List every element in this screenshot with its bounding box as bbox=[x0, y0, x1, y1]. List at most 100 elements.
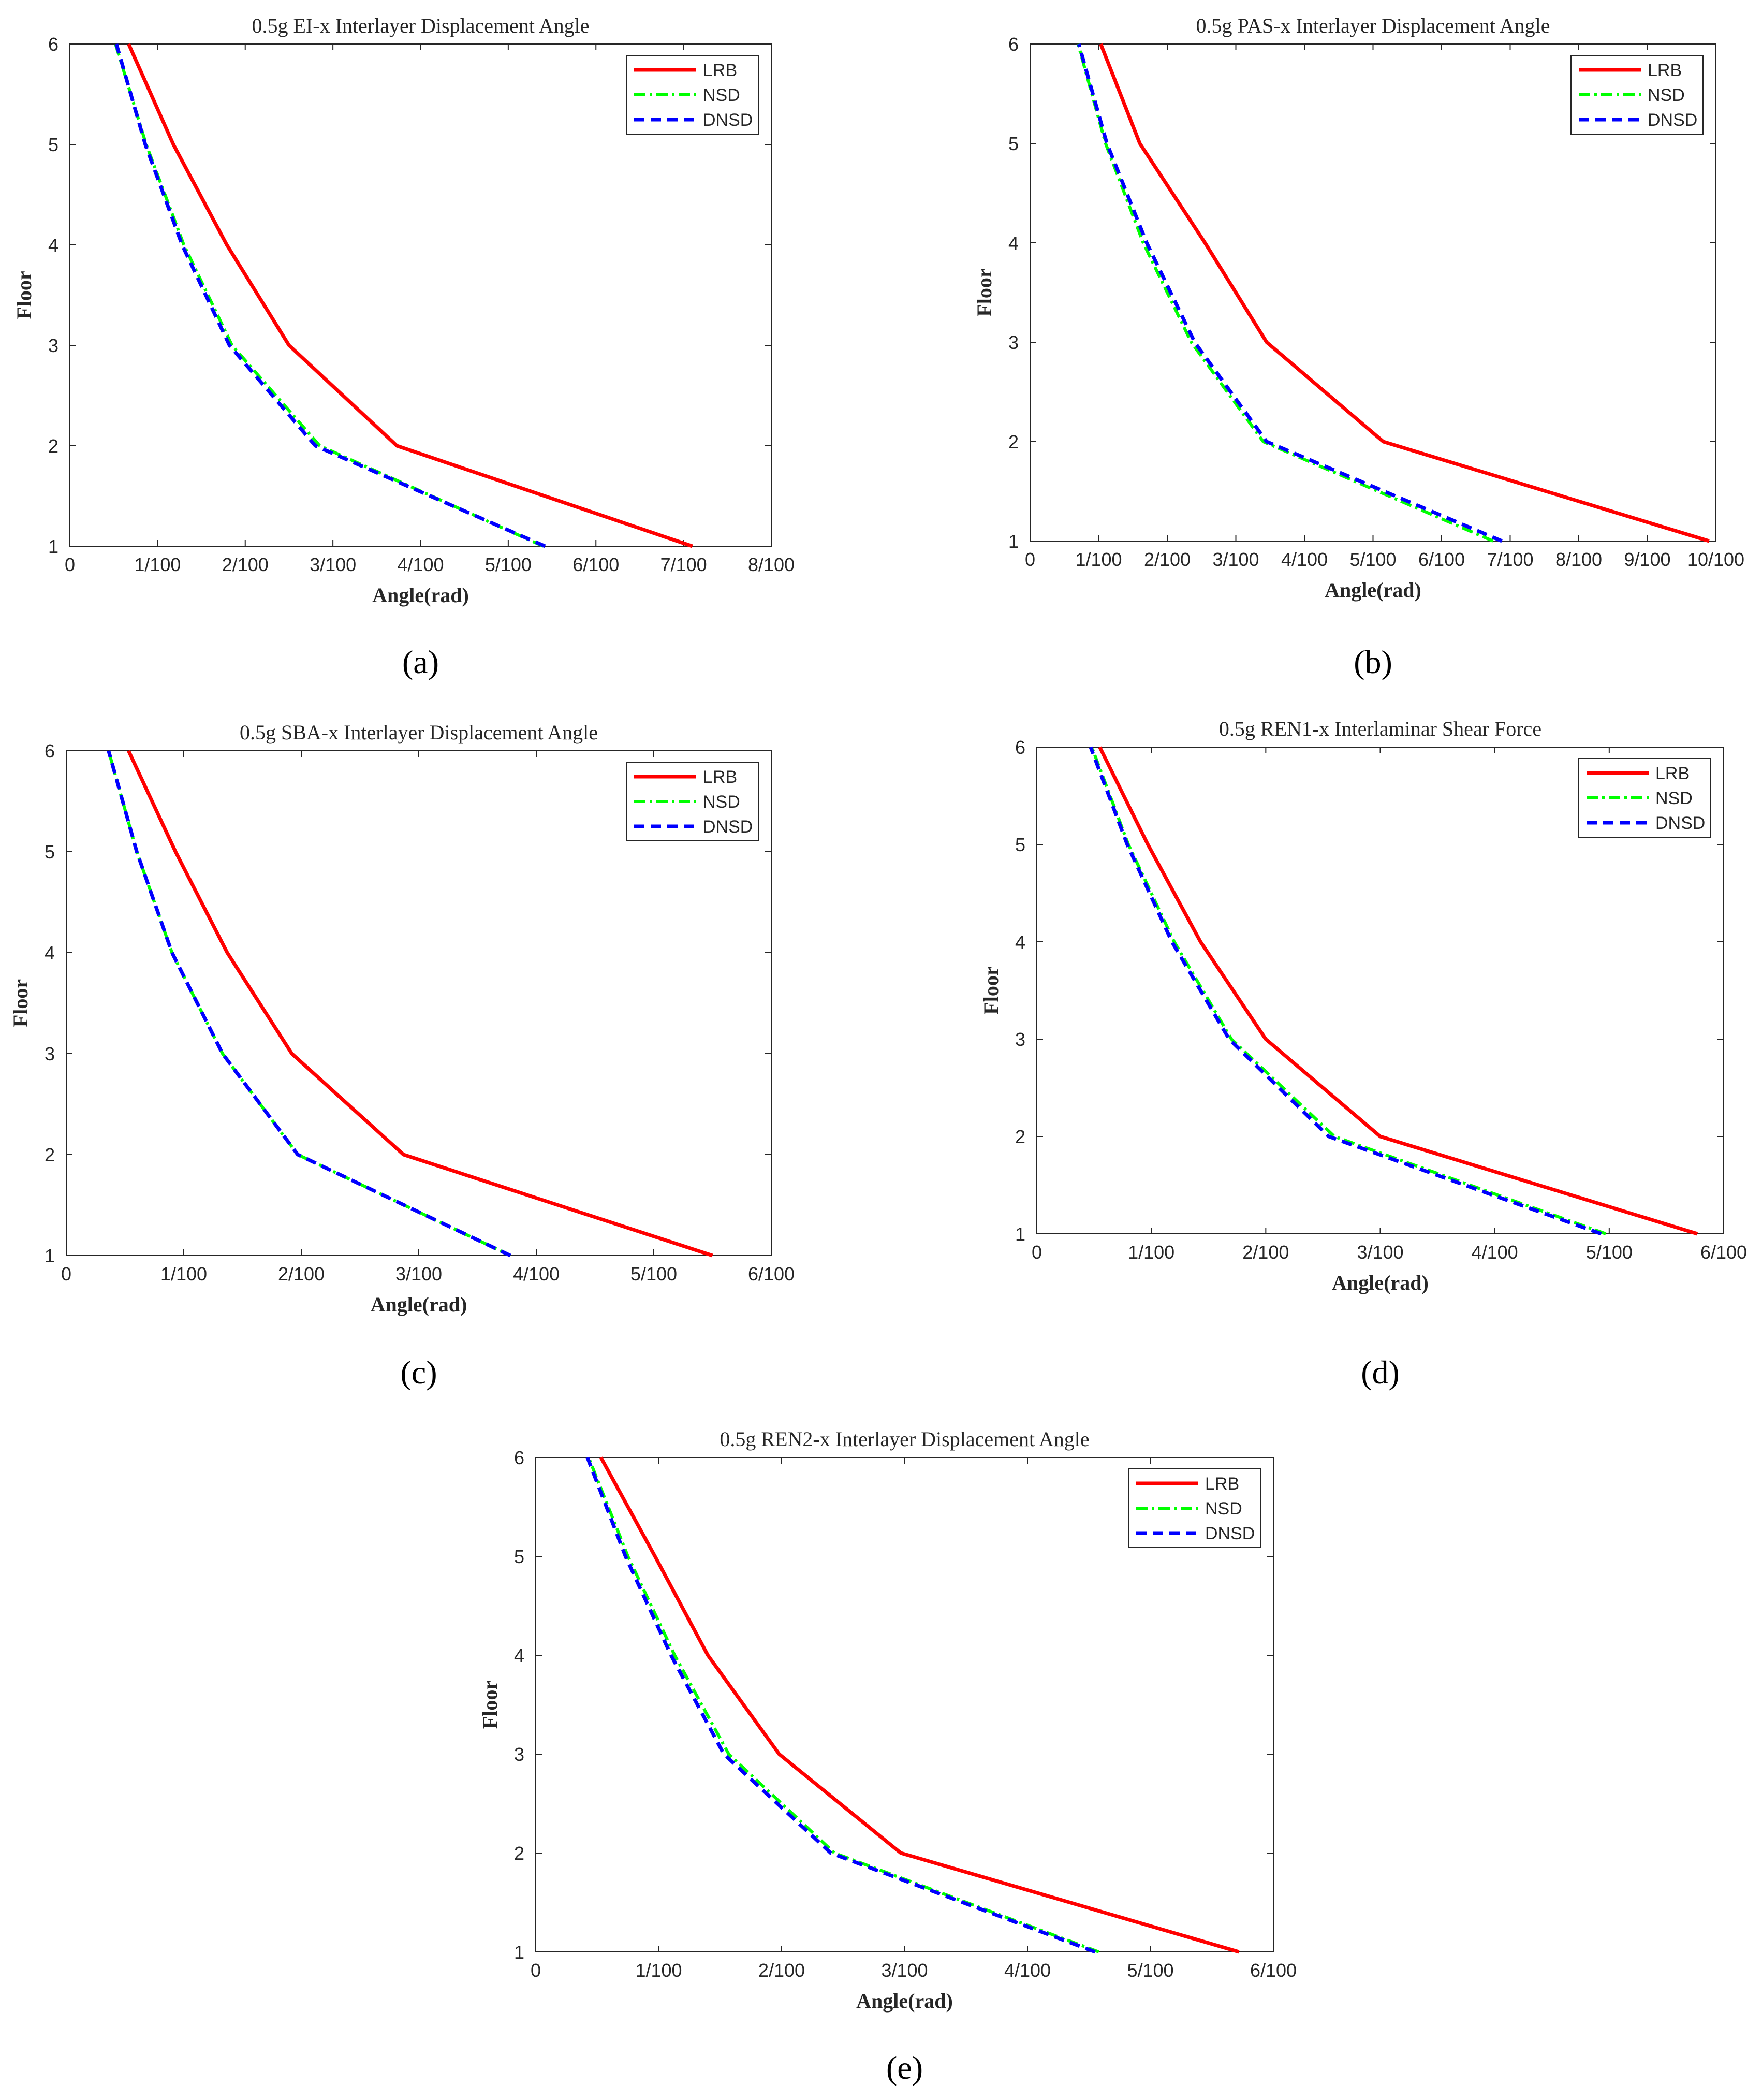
y-axis-label: Floor bbox=[973, 268, 996, 316]
legend-label-dnsd: DNSD bbox=[703, 817, 753, 837]
legend-label-lrb: LRB bbox=[1655, 764, 1690, 783]
y-tick-label: 5 bbox=[48, 134, 58, 155]
series-line-lrb bbox=[1099, 43, 1710, 543]
x-tick-label: 1/100 bbox=[160, 1263, 207, 1285]
chart-title: 0.5g PAS-x Interlayer Displacement Angle bbox=[1196, 14, 1550, 37]
series-line-dnsd bbox=[1089, 746, 1602, 1236]
x-tick-label: 2/100 bbox=[278, 1263, 325, 1285]
legend: LRB NSD DNSD bbox=[626, 55, 759, 135]
panel-caption: (a) bbox=[402, 644, 439, 680]
y-tick-label: 5 bbox=[514, 1546, 524, 1567]
x-tick-label: 3/100 bbox=[1212, 549, 1259, 570]
y-tick-label: 3 bbox=[1015, 1029, 1025, 1050]
legend-label-dnsd: DNSD bbox=[703, 110, 753, 130]
x-tick-label: 1/100 bbox=[1075, 549, 1122, 570]
y-axis-label: Floor bbox=[12, 271, 36, 319]
legend-label-dnsd: DNSD bbox=[1655, 813, 1705, 833]
y-tick-label: 4 bbox=[1015, 931, 1025, 953]
x-tick-label: 6/100 bbox=[1418, 549, 1465, 570]
x-tick-label: 1/100 bbox=[635, 1960, 682, 1981]
x-tick-label: 1/100 bbox=[134, 554, 181, 575]
legend: LRB NSD DNSD bbox=[1128, 1468, 1261, 1548]
x-tick-label: 6/100 bbox=[748, 1263, 795, 1285]
x-tick-label: 5/100 bbox=[485, 554, 532, 575]
y-tick-label: 5 bbox=[1015, 834, 1025, 855]
x-tick-label: 1/100 bbox=[1128, 1242, 1174, 1263]
y-tick-label: 6 bbox=[1008, 34, 1019, 55]
x-tick-label: 7/100 bbox=[660, 554, 707, 575]
legend-label-lrb: LRB bbox=[1648, 61, 1682, 80]
chart-title: 0.5g SBA-x Interlayer Displacement Angle bbox=[240, 721, 598, 744]
legend-label-lrb: LRB bbox=[703, 767, 737, 787]
x-tick-label: 0 bbox=[1025, 549, 1035, 570]
y-tick-label: 1 bbox=[48, 536, 58, 557]
y-tick-label: 3 bbox=[48, 335, 58, 356]
panel-caption: (d) bbox=[1361, 1354, 1400, 1391]
y-tick-label: 4 bbox=[45, 942, 55, 964]
x-tick-label: 3/100 bbox=[395, 1263, 442, 1285]
y-tick-label: 1 bbox=[45, 1245, 55, 1266]
x-tick-label: 2/100 bbox=[1144, 549, 1191, 570]
x-tick-label: 4/100 bbox=[1281, 549, 1328, 570]
x-tick-label: 2/100 bbox=[758, 1960, 805, 1981]
series-line-lrb bbox=[127, 43, 693, 548]
chart-panel-2: 0.5g PAS-x Interlayer Displacement Angle… bbox=[973, 14, 1744, 680]
y-tick-label: 3 bbox=[45, 1043, 55, 1064]
x-tick-label: 5/100 bbox=[1127, 1960, 1173, 1981]
legend-label-nsd: NSD bbox=[1648, 85, 1685, 105]
x-tick-label: 6/100 bbox=[1700, 1242, 1747, 1263]
series-line-dnsd bbox=[114, 43, 546, 548]
x-tick-label: 3/100 bbox=[881, 1960, 928, 1981]
x-tick-label: 4/100 bbox=[1472, 1242, 1518, 1263]
legend-label-nsd: NSD bbox=[1655, 789, 1693, 808]
x-tick-label: 4/100 bbox=[397, 554, 444, 575]
y-tick-label: 1 bbox=[514, 1942, 524, 1963]
y-tick-label: 2 bbox=[1008, 431, 1019, 453]
x-tick-label: 4/100 bbox=[513, 1263, 560, 1285]
series-line-lrb bbox=[1098, 746, 1698, 1236]
x-tick-label: 5/100 bbox=[1586, 1242, 1633, 1263]
x-tick-label: 0 bbox=[61, 1263, 71, 1285]
legend-label-lrb: LRB bbox=[1205, 1474, 1239, 1494]
panel-caption: (b) bbox=[1354, 644, 1392, 680]
chart-panel-1: 0.5g EI-x Interlayer Displacement Angle 0… bbox=[12, 14, 795, 680]
legend: LRB NSD DNSD bbox=[1570, 55, 1704, 135]
legend: LRB NSD DNSD bbox=[626, 762, 759, 841]
series-line-nsd bbox=[587, 1456, 1099, 1953]
legend-label-nsd: NSD bbox=[703, 85, 740, 105]
x-tick-label: 7/100 bbox=[1487, 549, 1533, 570]
series-line-dnsd bbox=[107, 750, 511, 1258]
x-tick-label: 0 bbox=[531, 1960, 541, 1981]
chart-panel-4: 0.5g REN1-x Interlaminar Shear Force 0 1/1… bbox=[979, 717, 1747, 1391]
panel-caption: (c) bbox=[400, 1354, 437, 1391]
x-axis-label: Angle(rad) bbox=[1332, 1271, 1429, 1294]
y-tick-label: 3 bbox=[1008, 332, 1019, 353]
y-tick-label: 6 bbox=[48, 34, 58, 55]
x-tick-label: 3/100 bbox=[1357, 1242, 1403, 1263]
y-tick-label: 1 bbox=[1008, 531, 1019, 552]
y-tick-label: 6 bbox=[1015, 737, 1025, 758]
y-tick-label: 5 bbox=[45, 841, 55, 863]
y-tick-label: 3 bbox=[514, 1744, 524, 1765]
legend-label-nsd: NSD bbox=[703, 792, 740, 812]
chart-title: 0.5g REN1-x Interlaminar Shear Force bbox=[1219, 717, 1541, 740]
legend-label-lrb: LRB bbox=[703, 61, 737, 80]
legend: LRB NSD DNSD bbox=[1578, 758, 1711, 838]
x-tick-label: 3/100 bbox=[310, 554, 356, 575]
y-tick-label: 5 bbox=[1008, 133, 1019, 154]
y-tick-label: 6 bbox=[45, 740, 55, 762]
y-tick-label: 2 bbox=[1015, 1126, 1025, 1147]
x-tick-label: 8/100 bbox=[748, 554, 795, 575]
y-tick-label: 4 bbox=[1008, 232, 1019, 254]
x-tick-label: 0 bbox=[65, 554, 75, 575]
panel-caption: (e) bbox=[886, 2049, 923, 2086]
x-tick-label: 5/100 bbox=[1349, 549, 1396, 570]
y-tick-label: 4 bbox=[48, 235, 58, 256]
x-axis-label: Angle(rad) bbox=[371, 1293, 467, 1316]
legend-label-dnsd: DNSD bbox=[1205, 1524, 1255, 1543]
legend-label-nsd: NSD bbox=[1205, 1499, 1242, 1519]
y-tick-label: 1 bbox=[1015, 1223, 1025, 1245]
series-line-dnsd bbox=[585, 1456, 1096, 1954]
y-axis-label: Floor bbox=[9, 979, 32, 1027]
